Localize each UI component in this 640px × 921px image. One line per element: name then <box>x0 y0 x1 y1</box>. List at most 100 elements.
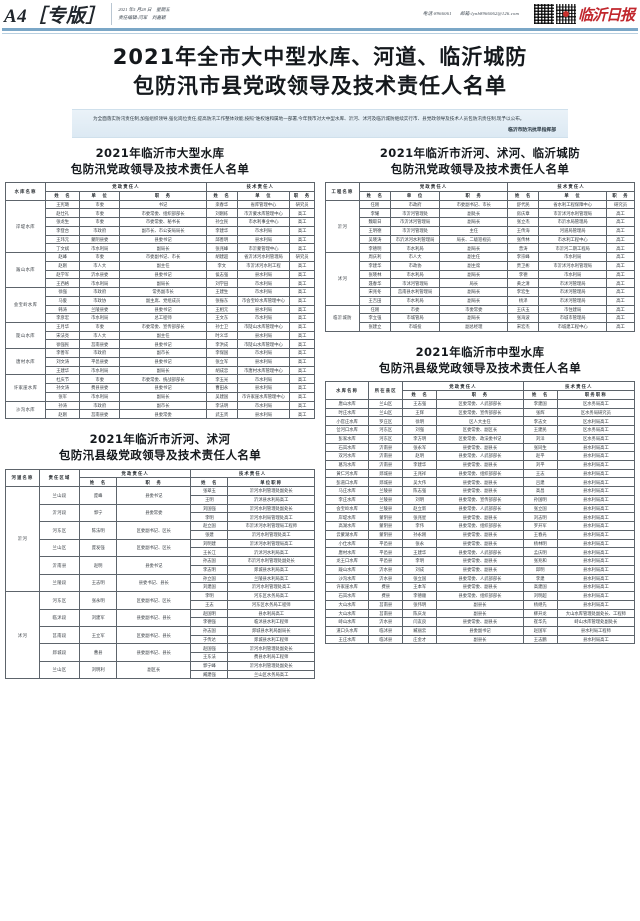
cell-name: 岸堤水库 <box>324 512 370 523</box>
cell-value: 县委书记 <box>119 304 207 315</box>
cell-value: 高工 <box>289 330 315 341</box>
cell-tech-unit: 县水利局高工 <box>227 608 315 619</box>
table-subheader-row: 姓 名 职 务 姓 名 单位职称 <box>6 477 315 488</box>
cell-value: 杨泽 <box>507 295 540 306</box>
cell-value: 高工 <box>289 304 315 315</box>
cell-value: 县水利局高工 <box>556 451 636 462</box>
table-row: 跋山水库 赵峰 市委 市委副书记、市长 胡建超 省沂沭河水利管理局 研究员 <box>4 252 315 289</box>
cell-value: 市委 <box>79 322 121 332</box>
table-large-reservoir: 水库名称 党政责任人 技术责任人 姓 名 单 位 职 务 姓 名 单 位 职 务… <box>4 182 316 420</box>
cell-value: 县水利局高工 <box>556 494 636 505</box>
cell-group-name: 沭河 <box>5 591 40 680</box>
table-row: 会宝岭水库 徐强 市政府 常务副市长 王建生 市水利局 高工 <box>4 287 315 324</box>
cell-party-name: 张永明 <box>79 591 118 610</box>
cell-value: 高工 <box>289 383 315 393</box>
cell-value: 局长、二级巡视员 <box>439 234 509 245</box>
cell-value: 赵国军 <box>522 625 558 636</box>
th-tech-post: 职 务 <box>606 191 635 201</box>
cell-value: 县水利局高工 <box>556 538 636 549</box>
cell-value: 市委副书记、市长 <box>439 199 509 210</box>
cell-value: 县委常委、组织部部长 <box>436 591 524 601</box>
cell-value: 总工程师 <box>119 313 207 324</box>
table-row: 沂南县 赵明 县委书记 孙志国 市沂河水利管理处副处长 <box>6 556 315 575</box>
table-row: 陡山水库 王月华 市委 市委常委、宣传部部长 孙士卫 市陡山水库管理中心 高工 <box>4 322 315 350</box>
cell-value: 副市长、市公安局局长 <box>119 225 207 236</box>
table-row: 李建华 市政协 副主席 贾卫彬 市沂沭河水利管理局 高工 <box>326 260 635 271</box>
cell-value: 王志强 <box>402 398 438 409</box>
qr-code-right[interactable] <box>555 4 576 24</box>
cell-value: 沂水县委 <box>79 269 121 280</box>
table-row: 许家崖水库 费县 王本军 县委常委、副县长 高建国 县水利局高工 <box>324 582 636 593</box>
cell-value: 宋法亮 <box>45 330 81 341</box>
cell-value: 周庆利 <box>358 252 391 262</box>
table-row: 沙沟水库 孙涛 市政府 副市长 李法明 市水利局 高工 <box>4 400 315 420</box>
table-row: 时庄水库 兰山区 王辉 区委常委、宣传部部长 张辉 区水务局研究员 <box>324 407 636 418</box>
cell-value: 李建华 <box>402 460 438 470</box>
cell-value: 莒南县水利管理局 <box>389 287 441 297</box>
cell-value: 李宏生 <box>507 287 540 297</box>
cell-value: 宋兆冬 <box>358 287 391 297</box>
cell-tech-name: 臧建强 <box>190 669 229 680</box>
cell-value: 崔华先 <box>522 617 558 627</box>
cell-value: 县委常委、宣传部部长 <box>436 494 524 505</box>
cell-value: 李德明 <box>358 243 391 254</box>
cell-value: 县水利局高工 <box>556 442 636 453</box>
cell-value: 市委 <box>79 217 121 227</box>
qr-code-left[interactable] <box>533 4 554 24</box>
cell-value: 房庆章 <box>507 208 540 219</box>
cell-value: 县水利局高工 <box>556 468 636 479</box>
cell-value: 县委常委、副县长 <box>436 538 524 549</box>
cell-value: 市人大 <box>389 252 441 262</box>
cell-value: 兰陵县 <box>368 503 404 514</box>
cell-party-post: 县委书记 <box>116 486 192 505</box>
cell-party-post: 县委副书记、县长 <box>116 643 192 662</box>
cell-value: 县水利局工程师 <box>556 625 636 636</box>
cell-tech-name: 李明 <box>190 512 229 523</box>
cell-name: 彭家水库 <box>324 433 370 444</box>
cell-value: 刘明超 <box>522 591 558 601</box>
cell-value: 蒙阴县委 <box>79 234 121 245</box>
cell-tech-name: 刘国强 <box>190 503 229 514</box>
page-title-line1: 2021年全市大中型水库、河道、临沂城防 <box>112 44 528 69</box>
table-row: 马俊 市政协 副主席、党组成员 张振东 市会宝岭水库管理中心 高工 <box>6 295 315 306</box>
cell-value: 县委常委、副县长 <box>436 556 524 566</box>
cell-value: 王志鹏 <box>522 634 558 645</box>
cell-value: 陈志强 <box>402 486 438 496</box>
cell-value: 武玉贤 <box>205 409 238 420</box>
cell-value: 县委书记 <box>119 383 207 393</box>
columns-container: 2021年临沂市大型水库 包防汛党政领导及技术责任人名单 水库名称 党政责任人 … <box>0 145 640 680</box>
cell-party-post: 区委副书记、区长 <box>116 538 192 558</box>
cell-value: 王建生 <box>205 287 238 297</box>
cell-value: 市水利局 <box>236 374 291 385</box>
cell-area-name: 莒南段 <box>38 625 81 645</box>
cell-value: 张立杰 <box>507 217 540 227</box>
cell-value: 市政府 <box>79 225 121 236</box>
table-row: 唐山水库 兰山区 王志强 区委常委、人武部部长 李建国 区水务局高工 <box>324 398 636 409</box>
cell-value: 县水利局高工 <box>556 547 636 558</box>
table-row: 兰山区 刘明利 副区长 郭宁峰 沂河水利管理处副处长 <box>6 660 315 680</box>
cell-value: 副局长 <box>119 365 207 376</box>
cell-tech-unit: 沂河水利管理处副处长 <box>227 643 315 654</box>
table-row: 沭河 周庆利 市人大 副主任 李宗峰 市水利局 高工 <box>325 252 635 306</box>
cell-value: 王春光 <box>522 529 558 540</box>
cell-name: 龙王口水库 <box>324 556 370 566</box>
cell-value: 李登台 <box>45 225 81 236</box>
cell-value: 蒙阴县 <box>368 521 404 531</box>
table-row: 峙山水库 沂水县 闫友良 县委常委、副县长 崔华先 峙山水库管理处副处长 <box>324 617 636 627</box>
table-header-row: 河道名称 责任区域 党政责任人 技术责任人 <box>5 468 315 488</box>
cell-tech-unit: 沂河水利管理处副处长 <box>227 486 315 496</box>
cell-value: 王文东 <box>205 313 238 324</box>
publication-date: 2021 年5 月28 日 星期五 <box>118 7 170 13</box>
cell-group-name: 会宝岭水库 <box>4 287 47 324</box>
cell-area-name: 兰山区 <box>38 538 81 558</box>
cell-value: 市人大 <box>79 330 121 341</box>
cell-value: 高工 <box>289 217 315 227</box>
table-row: 高湖水库 蒙阴县 李伟 县委常委、组织部部长 罗开军 县水利局高工 <box>324 521 636 531</box>
cell-value: 县委常委、副县长 <box>436 486 524 496</box>
table-row: 沙沟水库 沂水县 张立国 县委常委、人武部部长 李建 县水利局高工 <box>324 573 636 584</box>
table-header-row: 工程名称 党政责任人 技术责任人 <box>325 182 635 201</box>
cell-value: 高工 <box>606 217 635 227</box>
cell-value: 市城市管理局 <box>538 313 608 324</box>
cell-name: 许家崖水库 <box>324 582 370 593</box>
th-tech-unit: 单 位 <box>236 191 291 201</box>
